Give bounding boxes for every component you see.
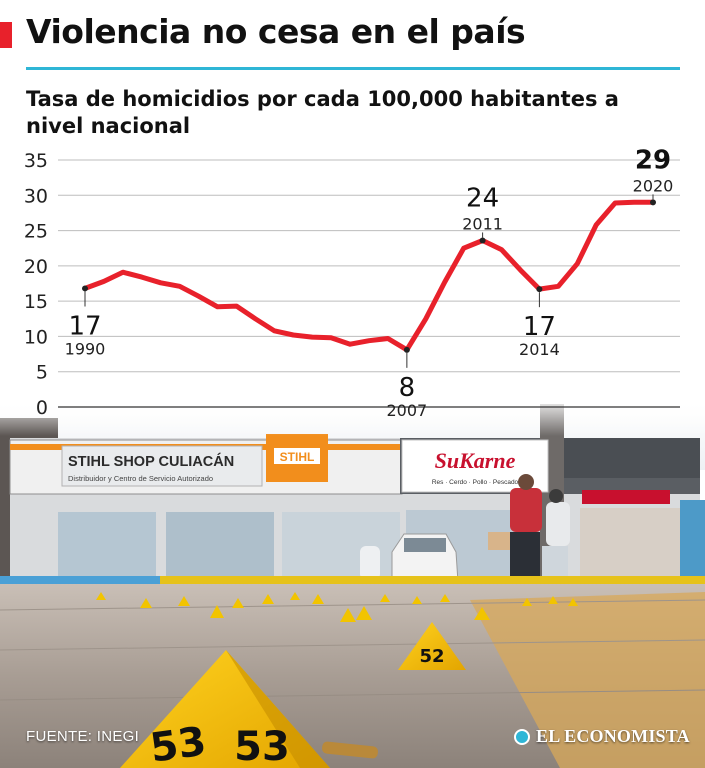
sukarne-sign-subtitle: Res · Cerdo · Pollo · Pescado xyxy=(432,479,519,486)
evidence-markers-small xyxy=(96,592,578,622)
publisher-name: EL ECONOMISTA xyxy=(536,726,690,746)
annotation-point-2020 xyxy=(650,199,656,206)
y-tick-label: 30 xyxy=(24,185,48,207)
annotation-year-2020: 2020 xyxy=(633,176,674,195)
annotation-point-2014 xyxy=(536,286,543,293)
chart-gridlines xyxy=(58,159,680,408)
annotation-year-2007: 2007 xyxy=(387,401,428,420)
annotation-value-2020: 29 xyxy=(635,145,671,175)
chart-series xyxy=(82,199,656,353)
publisher-logo: EL ECONOMISTA xyxy=(514,726,690,747)
annotation-point-2011 xyxy=(479,237,486,244)
headline-accent-bar xyxy=(0,22,12,48)
bullet-casing xyxy=(322,741,378,759)
annotation-point-1990 xyxy=(82,285,88,292)
annotation-value-2014: 17 xyxy=(523,312,556,342)
evidence-marker-53: 53 53 xyxy=(120,650,330,768)
stihl-sign-title: STIHL SHOP CULIACÁN xyxy=(68,453,234,470)
annotation-year-2011: 2011 xyxy=(462,214,503,233)
headline-rule xyxy=(26,67,680,70)
marker-53-label-right: 53 xyxy=(234,724,290,768)
annotation-value-2007: 8 xyxy=(399,373,416,403)
annotation-year-1990: 1990 xyxy=(65,339,106,358)
y-axis-tick-labels: 0 5 10 15 20 25 30 35 xyxy=(24,150,48,419)
y-tick-label: 35 xyxy=(24,150,48,172)
marker-52-label: 52 xyxy=(419,646,444,667)
y-tick-label: 5 xyxy=(36,362,48,384)
chart-title: Tasa de homicidios por cada 100,000 habi… xyxy=(26,87,619,138)
marker-53-label-left: 53 xyxy=(147,718,209,768)
source-note: FUENTE: INEGI xyxy=(26,728,140,745)
homicide-rate-line xyxy=(82,199,656,353)
annotation-value-1990: 17 xyxy=(68,311,101,341)
annotation-year-2014: 2014 xyxy=(519,340,560,359)
publisher-logo-icon xyxy=(514,728,530,745)
sukarne-sign-title: SuKarne xyxy=(435,448,516,473)
evidence-marker-52: 52 xyxy=(398,622,466,670)
y-tick-label: 0 xyxy=(36,397,48,419)
annotation-point-2007 xyxy=(403,346,410,353)
annotation-value-2011: 24 xyxy=(466,183,499,213)
stihl-sign-subtitle: Distribuidor y Centro de Servicio Autori… xyxy=(68,474,213,483)
headline: Violencia no cesa en el país xyxy=(26,12,526,51)
y-tick-label: 10 xyxy=(24,326,48,348)
y-tick-label: 15 xyxy=(24,291,48,313)
stihl-sign: STIHL SHOP CULIACÁN Distribuidor y Centr… xyxy=(61,434,328,487)
y-tick-label: 25 xyxy=(24,221,48,243)
stihl-badge-label: STIHL xyxy=(280,450,315,464)
y-tick-label: 20 xyxy=(24,256,48,278)
